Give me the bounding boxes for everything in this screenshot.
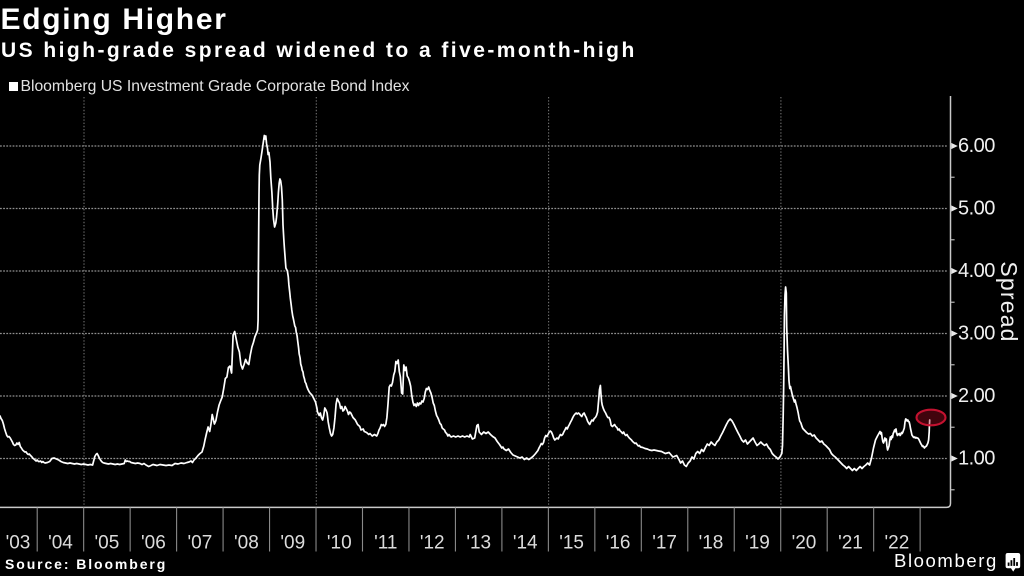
- svg-text:'05: '05: [95, 533, 120, 554]
- svg-text:'13: '13: [466, 533, 491, 554]
- svg-text:'10: '10: [327, 533, 352, 554]
- svg-text:'22: '22: [885, 533, 910, 554]
- svg-text:5.00: 5.00: [958, 198, 995, 220]
- svg-text:'20: '20: [792, 533, 817, 554]
- svg-text:'11: '11: [374, 533, 397, 554]
- svg-text:'03: '03: [6, 533, 31, 554]
- svg-text:'21: '21: [838, 533, 863, 554]
- svg-text:'14: '14: [513, 533, 538, 554]
- svg-text:'06: '06: [141, 533, 166, 554]
- svg-text:6.00: 6.00: [958, 135, 995, 157]
- svg-text:'12: '12: [420, 533, 445, 554]
- svg-text:'08: '08: [234, 533, 259, 554]
- svg-text:'17: '17: [652, 533, 677, 554]
- svg-text:'09: '09: [280, 533, 305, 554]
- svg-text:'07: '07: [188, 533, 213, 554]
- svg-text:'19: '19: [745, 533, 770, 554]
- svg-text:'16: '16: [606, 533, 631, 554]
- svg-text:3.00: 3.00: [958, 323, 995, 345]
- svg-text:Spread: Spread: [996, 261, 1022, 342]
- svg-text:'04: '04: [48, 533, 73, 554]
- svg-text:'15: '15: [559, 533, 584, 554]
- svg-text:4.00: 4.00: [958, 260, 995, 282]
- svg-text:1.00: 1.00: [958, 448, 995, 470]
- svg-text:'18: '18: [699, 533, 724, 554]
- svg-text:2.00: 2.00: [958, 385, 995, 407]
